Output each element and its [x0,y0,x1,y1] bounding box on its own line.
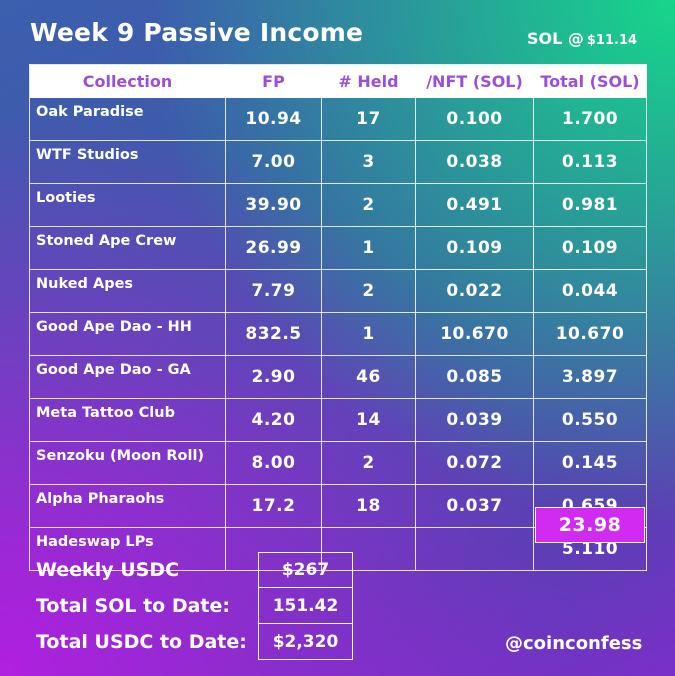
fp-cell [225,527,322,571]
held-cell: 1 [321,226,416,270]
per-nft-cell: 0.037 [415,484,534,528]
total-sol-label: Total SOL to Date: [36,595,230,617]
sol-price-label: SOL @ [527,29,584,48]
table-row: Stoned Ape Crew 26.99 1 0.109 0.109 [29,226,647,270]
collection-cell: Meta Tattoo Club [29,398,226,442]
per-nft-cell: 0.022 [415,269,534,313]
total-cell: 0.044 [533,269,647,313]
held-cell: 17 [321,97,416,141]
held-cell: 46 [321,355,416,399]
per-nft-cell [415,527,534,571]
fp-cell: 2.90 [225,355,322,399]
header-per-nft: /NFT (SOL) [415,64,534,98]
table-row: WTF Studios 7.00 3 0.038 0.113 [29,140,647,184]
total-usdc-label: Total USDC to Date: [36,631,247,653]
total-cell: 3.897 [533,355,647,399]
per-nft-cell: 0.100 [415,97,534,141]
table-row: Good Ape Dao - GA 2.90 46 0.085 3.897 [29,355,647,399]
sol-price: SOL @ $11.14 [527,29,637,48]
per-nft-cell: 0.491 [415,183,534,227]
per-nft-cell: 0.072 [415,441,534,485]
held-cell: 18 [321,484,416,528]
header-total: Total (SOL) [533,64,647,98]
total-sol-value: 151.42 [258,588,353,624]
income-table: Collection FP # Held /NFT (SOL) Total (S… [29,64,647,571]
total-cell: 0.145 [533,441,647,485]
total-usdc-value: $2,320 [258,624,353,660]
page-title: Week 9 Passive Income [30,18,364,47]
collection-cell: Alpha Pharaohs [29,484,226,528]
sol-price-value: $11.14 [586,33,638,48]
fp-cell: 39.90 [225,183,322,227]
collection-cell: Good Ape Dao - GA [29,355,226,399]
header-fp: FP [225,64,322,98]
table-row: Oak Paradise 10.94 17 0.100 1.700 [29,97,647,141]
collection-cell: Oak Paradise [29,97,226,141]
total-cell: 0.109 [533,226,647,270]
per-nft-cell: 10.670 [415,312,534,356]
total-cell: 0.981 [533,183,647,227]
grand-total: 23.98 [535,507,645,543]
collection-cell: Hadeswap LPs [29,527,226,571]
held-cell: 2 [321,441,416,485]
collection-cell: Stoned Ape Crew [29,226,226,270]
collection-cell: Senzoku (Moon Roll) [29,441,226,485]
total-cell: 0.550 [533,398,647,442]
total-cell: 10.670 [533,312,647,356]
total-cell: 0.113 [533,140,647,184]
header-row: Collection FP # Held /NFT (SOL) Total (S… [29,64,647,98]
table-row: Good Ape Dao - HH 832.5 1 10.670 10.670 [29,312,647,356]
fp-cell: 8.00 [225,441,322,485]
fp-cell: 7.79 [225,269,322,313]
held-cell: 2 [321,183,416,227]
total-cell: 1.700 [533,97,647,141]
per-nft-cell: 0.085 [415,355,534,399]
held-cell: 2 [321,269,416,313]
collection-cell: Looties [29,183,226,227]
collection-cell: WTF Studios [29,140,226,184]
held-cell: 3 [321,140,416,184]
fp-cell: 832.5 [225,312,322,356]
header-held: # Held [321,64,416,98]
per-nft-cell: 0.109 [415,226,534,270]
weekly-usdc-value: $267 [258,552,353,588]
fp-cell: 17.2 [225,484,322,528]
weekly-usdc-label: Weekly USDC [36,559,180,581]
fp-cell: 4.20 [225,398,322,442]
fp-cell: 10.94 [225,97,322,141]
fp-cell: 26.99 [225,226,322,270]
fp-cell: 7.00 [225,140,322,184]
per-nft-cell: 0.039 [415,398,534,442]
table-row: Meta Tattoo Club 4.20 14 0.039 0.550 [29,398,647,442]
held-cell: 14 [321,398,416,442]
table-row: Senzoku (Moon Roll) 8.00 2 0.072 0.145 [29,441,647,485]
collection-cell: Nuked Apes [29,269,226,313]
table-row: Nuked Apes 7.79 2 0.022 0.044 [29,269,647,313]
collection-cell: Good Ape Dao - HH [29,312,226,356]
per-nft-cell: 0.038 [415,140,534,184]
header-collection: Collection [29,64,226,98]
held-cell: 1 [321,312,416,356]
social-handle: @coinconfess [505,633,643,654]
table-row: Looties 39.90 2 0.491 0.981 [29,183,647,227]
